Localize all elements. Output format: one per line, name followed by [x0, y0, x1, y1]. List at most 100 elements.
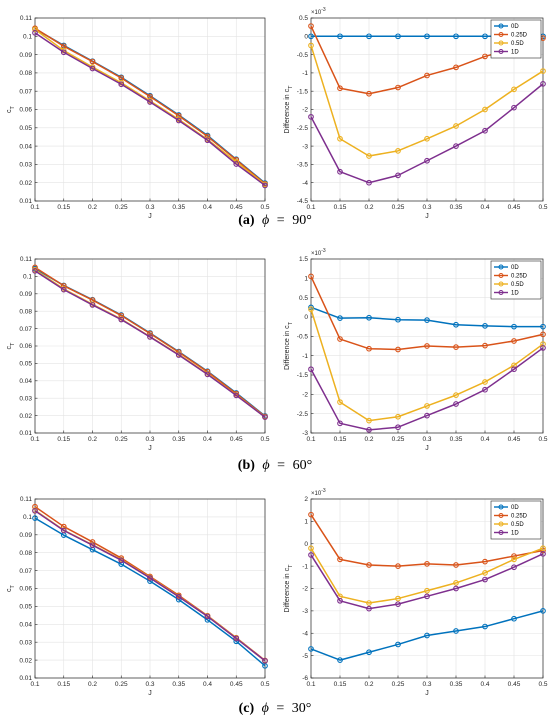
y-tick-label: 0 [304, 314, 308, 321]
x-tick-label: 0.15 [334, 681, 347, 688]
series-line-1D [310, 83, 544, 184]
y-axis-label: cT [6, 584, 16, 592]
y-tick-label: -0.5 [297, 52, 309, 59]
data-point [482, 569, 488, 576]
caption-a: (a) ϕ = 90° [238, 213, 312, 228]
y-tick-label: 0.01 [19, 430, 32, 437]
x-tick-label: 0.2 [88, 204, 97, 211]
y-tick-label: 0.03 [19, 639, 32, 646]
axis-exponent-power: -3 [321, 248, 326, 254]
data-point [262, 414, 268, 421]
y-axis-label: cT [6, 342, 16, 350]
data-point [32, 264, 38, 271]
caption-c-phi: ϕ [262, 701, 269, 716]
y-tick-label: 0.05 [19, 125, 32, 132]
data-point [511, 86, 517, 93]
y-axis-label: Difference in cT [284, 564, 294, 613]
x-tick-label: 0.25 [115, 681, 128, 688]
data-point [175, 593, 182, 600]
data-point [60, 523, 67, 530]
data-point [147, 99, 153, 105]
legend-swatch-marker [498, 513, 504, 518]
legend-swatch-marker [498, 281, 504, 287]
data-point [511, 323, 517, 330]
legend-label: 0.25D [511, 33, 528, 39]
data-point [482, 558, 488, 565]
x-tick-label: 0.25 [392, 436, 405, 443]
axis-exponent: ×10-3 [311, 248, 326, 257]
data-point [204, 137, 211, 144]
y-tick-label: 0.06 [19, 343, 32, 350]
data-point [540, 68, 546, 74]
data-point [482, 33, 488, 40]
x-tick-label: 0.25 [392, 204, 405, 211]
data-point [337, 597, 343, 604]
x-tick-label: 0.1 [306, 681, 315, 688]
x-tick-label: 0.3 [145, 436, 154, 443]
data-point [511, 338, 517, 344]
data-point [482, 576, 488, 583]
series-line-1D [310, 347, 544, 431]
data-point [540, 323, 546, 330]
data-point [395, 601, 401, 608]
caption-b-phi: ϕ [262, 458, 269, 473]
x-tick-label: 0.35 [172, 436, 185, 443]
data-point [337, 85, 343, 92]
caption-b-label: (b) [238, 458, 255, 473]
data-point [366, 33, 372, 40]
x-tick-label: 0.2 [364, 204, 373, 211]
series-line-0.5D [310, 309, 544, 422]
x-tick-label: 0.4 [203, 681, 212, 688]
x-axis-label: J [425, 213, 429, 220]
x-axis-label: J [148, 445, 152, 452]
data-point [424, 403, 430, 409]
data-point [308, 113, 314, 120]
data-point [511, 553, 517, 559]
x-tick-label: 0.2 [88, 681, 97, 688]
y-tick-label: 0.05 [19, 361, 32, 368]
y-tick-label: 0.04 [19, 622, 32, 629]
series-line-1D [310, 553, 544, 610]
data-point [118, 81, 125, 88]
data-point [32, 507, 38, 514]
x-axis-label: J [425, 690, 429, 697]
caption-c-label: (c) [239, 701, 255, 716]
y-tick-label: 0.01 [19, 675, 32, 682]
data-point [453, 123, 459, 129]
y-tick-label: -1 [302, 563, 308, 570]
x-tick-label: 0.2 [364, 681, 373, 688]
data-point [366, 600, 372, 606]
data-point [147, 334, 153, 340]
axis-exponent-power: -3 [321, 7, 326, 13]
y-axis-label: Difference in cT [284, 321, 294, 370]
data-point [482, 342, 488, 349]
data-point [89, 58, 96, 65]
data-point [424, 593, 430, 600]
data-point [32, 515, 38, 522]
x-tick-label: 0.4 [480, 681, 489, 688]
y-tick-label: 0.01 [19, 198, 32, 205]
y-tick-label: 0.5 [299, 295, 308, 302]
data-point [308, 511, 314, 518]
x-tick-label: 0.1 [306, 436, 315, 443]
data-point [453, 344, 459, 351]
data-point [308, 33, 314, 40]
x-tick-label: 0.5 [538, 436, 547, 443]
legend-label: 0.25D [511, 274, 528, 280]
chart-panel-6: 0.1 0.15 0.2 0.25 0.3 0.35 0.4 0.45 0.5 -6 -5 -4 -3 -… [284, 488, 548, 697]
legend: 0D 0.25D 0.5D 1D [490, 260, 542, 300]
data-point [204, 371, 211, 378]
data-point [337, 556, 343, 563]
data-point [337, 135, 343, 142]
series-line-3 [34, 28, 266, 186]
data-point [540, 608, 546, 614]
data-point [395, 84, 401, 91]
data-point [366, 605, 372, 612]
y-tick-label: 0.06 [19, 107, 32, 114]
data-point [366, 90, 372, 97]
y-tick-label: 0.09 [19, 291, 32, 298]
data-point [204, 613, 211, 620]
data-point [482, 623, 488, 630]
y-tick-label: -3.5 [297, 162, 309, 169]
x-tick-label: 0.4 [203, 436, 212, 443]
